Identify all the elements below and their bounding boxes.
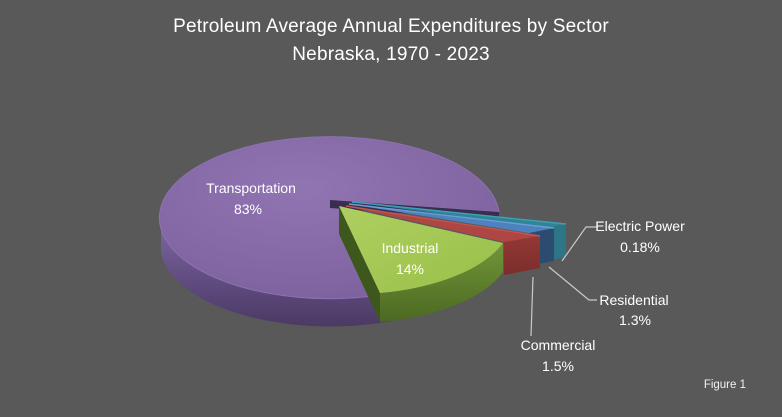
chart-title-block: Petroleum Average Annual Expenditures by… xyxy=(0,13,782,69)
leader-line-commercial xyxy=(530,276,534,337)
pie-slice-transportation-side xyxy=(161,225,410,327)
label-commercial-pct: 1.5% xyxy=(542,358,574,374)
label-industrial-pct: 14% xyxy=(396,261,424,277)
label-commercial-name: Commercial xyxy=(521,337,596,353)
pie-slice-industrial-left-face xyxy=(339,206,380,322)
pie-slice-residential xyxy=(349,204,554,233)
pie-slice-electric-power-edge xyxy=(351,201,567,225)
label-residential-pct: 1.3% xyxy=(619,312,651,328)
label-transportation-pct: 83% xyxy=(234,201,262,217)
pie-slice-electric-power xyxy=(352,202,566,228)
pie-slice-industrial-front xyxy=(380,243,503,322)
pie-slice-commercial-edge xyxy=(345,205,541,237)
label-residential-name: Residential xyxy=(599,292,668,308)
pie-slice-commercial-front xyxy=(504,236,540,275)
figure-caption: Figure 1 xyxy=(703,379,746,391)
pie-slice-industrial xyxy=(339,206,503,293)
leader-line-residential xyxy=(548,266,597,301)
label-transportation-name: Transportation xyxy=(206,180,296,196)
pie-slice-commercial xyxy=(346,206,540,242)
leader-line-electric-power xyxy=(561,226,597,262)
label-electric-power-pct: 0.18% xyxy=(620,239,660,255)
chart-subtitle: Nebraska, 1970 - 2023 xyxy=(292,44,490,65)
label-electric-power-name: Electric Power xyxy=(595,218,685,234)
label-industrial-name: Industrial xyxy=(382,240,439,256)
chart-title: Petroleum Average Annual Expenditures by… xyxy=(173,16,609,37)
pie-slice-residential-edge xyxy=(348,203,555,229)
pie-slice-transportation xyxy=(158,136,500,300)
